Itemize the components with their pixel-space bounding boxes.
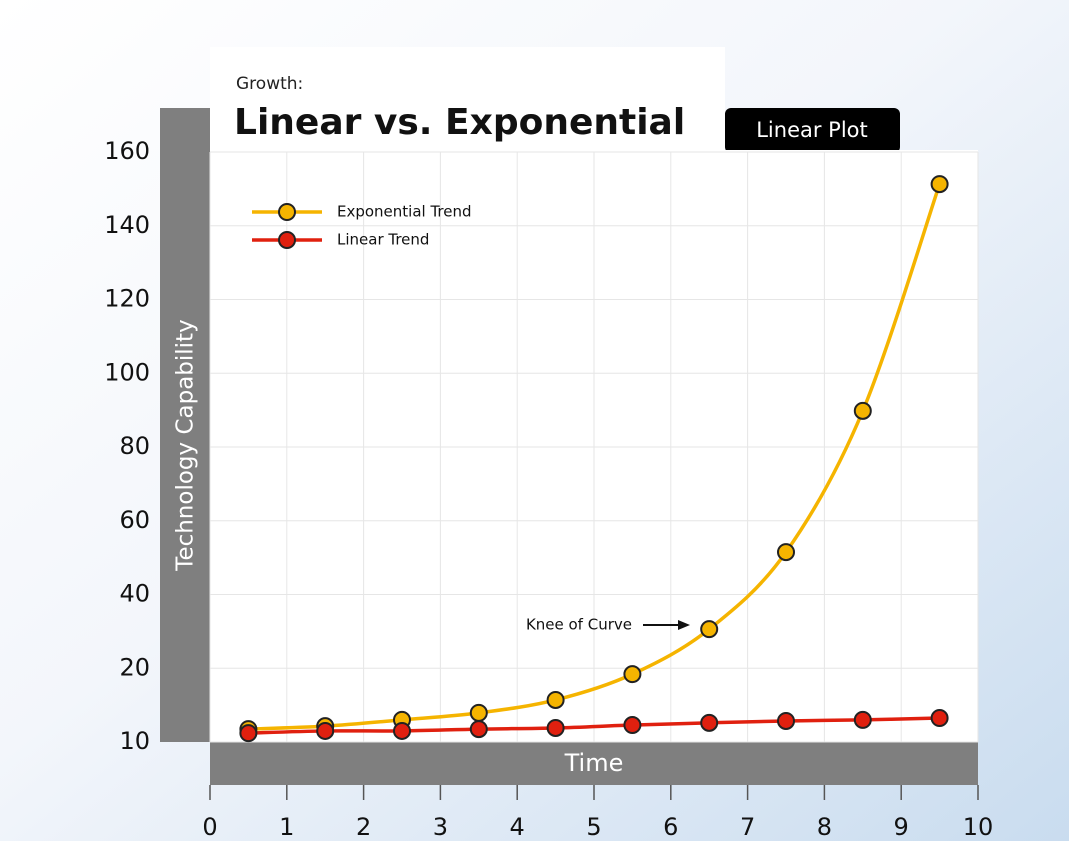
data-point xyxy=(623,665,642,684)
data-point xyxy=(469,720,488,739)
data-point xyxy=(930,709,949,728)
subtitle: Growth: xyxy=(236,74,303,94)
x-tick-label: 0 xyxy=(202,813,217,841)
legend-label: Linear Trend xyxy=(337,231,429,249)
data-point xyxy=(777,711,795,730)
y-tick-label: 40 xyxy=(119,580,150,608)
data-point xyxy=(853,710,872,729)
annotation: Knee of Curve xyxy=(526,616,632,634)
data-point xyxy=(546,718,565,737)
x-tick-label: 8 xyxy=(817,813,832,841)
y-tick-label: 10 xyxy=(119,727,150,755)
badge: Linear Plot xyxy=(756,118,868,142)
x-tick-label: 3 xyxy=(433,813,448,841)
x-tick-label: 2 xyxy=(356,813,371,841)
data-point xyxy=(700,713,719,732)
y-tick-label: 120 xyxy=(104,285,150,313)
x-tick-label: 6 xyxy=(663,813,678,841)
data-point xyxy=(546,690,565,709)
legend-marker xyxy=(278,231,296,249)
data-point xyxy=(930,175,949,194)
y-tick-label: 100 xyxy=(104,358,150,386)
y-tick-label: 60 xyxy=(119,506,150,534)
x-axis-title: Time xyxy=(564,749,624,777)
data-point xyxy=(239,724,258,743)
data-point xyxy=(316,721,335,740)
data-point xyxy=(393,721,411,740)
x-tick-label: 9 xyxy=(894,813,909,841)
y-tick-label: 20 xyxy=(119,653,150,681)
annotation-arrowhead xyxy=(678,620,690,630)
legend-label: Exponential Trend xyxy=(337,203,472,221)
chart-title: Linear vs. Exponential xyxy=(234,102,685,143)
y-tick-label: 80 xyxy=(119,432,150,460)
y-label-bar xyxy=(160,108,210,742)
legend-marker xyxy=(278,203,296,221)
x-tick-label: 10 xyxy=(963,813,994,841)
y-tick-label: 140 xyxy=(104,211,150,239)
y-tick-label: 160 xyxy=(104,137,150,165)
title-tab xyxy=(210,47,725,157)
x-tick-label: 4 xyxy=(510,813,525,841)
y-axis-title: Technology Capability xyxy=(173,319,199,571)
data-point xyxy=(623,716,642,735)
x-tick-label: 1 xyxy=(279,813,294,841)
data-point xyxy=(700,620,719,639)
x-tick-label: 7 xyxy=(740,813,755,841)
series-line xyxy=(248,716,940,735)
x-tick-label: 5 xyxy=(586,813,601,841)
x-label-bar xyxy=(210,742,978,785)
data-point xyxy=(853,401,872,420)
data-point xyxy=(469,703,488,722)
data-point xyxy=(777,543,795,562)
badge-tab xyxy=(725,108,900,153)
